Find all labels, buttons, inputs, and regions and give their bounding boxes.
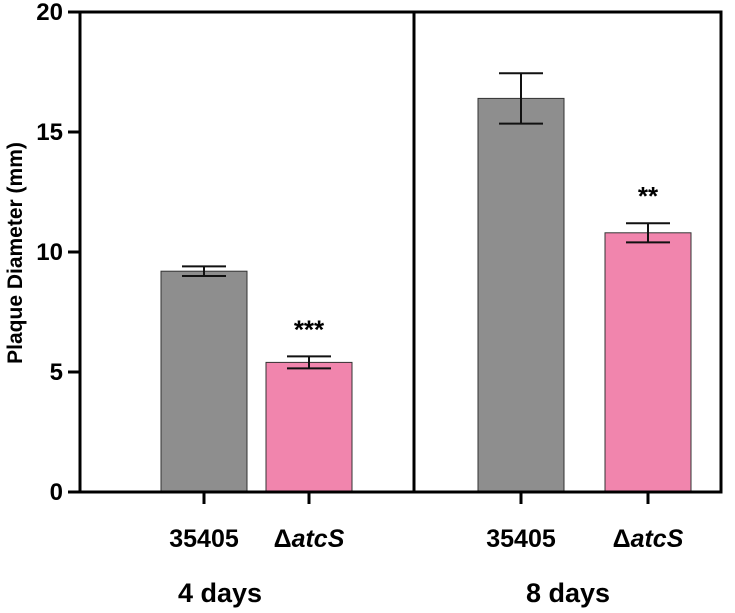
bar [604, 232, 692, 493]
y-tick-label: 10 [36, 239, 63, 266]
error-bar [287, 355, 331, 370]
y-tick-label: 15 [36, 119, 63, 146]
y-tick-label: 0 [50, 479, 63, 506]
x-category-label: ΔatcS [613, 525, 684, 553]
bar [477, 97, 565, 493]
error-bar [182, 265, 226, 277]
y-tick-label: 5 [50, 359, 63, 386]
error-bar [499, 72, 543, 125]
x-category-label: 35405 [169, 525, 239, 553]
bar [160, 270, 248, 493]
panel-frame-8-days [412, 10, 723, 494]
y-axis: 0 5 10 15 20 [36, 0, 80, 506]
chart-marks: ***** [160, 72, 692, 493]
significance-label: ** [638, 181, 659, 211]
error-bar [626, 222, 670, 244]
y-axis-title: Plaque Diameter (mm) [4, 142, 27, 364]
y-tick-label: 20 [36, 0, 63, 26]
significance-label: *** [294, 314, 325, 344]
group-label: 4 days [178, 578, 262, 608]
group-label: 8 days [526, 578, 610, 608]
bar [265, 361, 353, 493]
x-category-label: ΔatcS [274, 525, 345, 553]
x-category-label: 35405 [486, 525, 556, 553]
